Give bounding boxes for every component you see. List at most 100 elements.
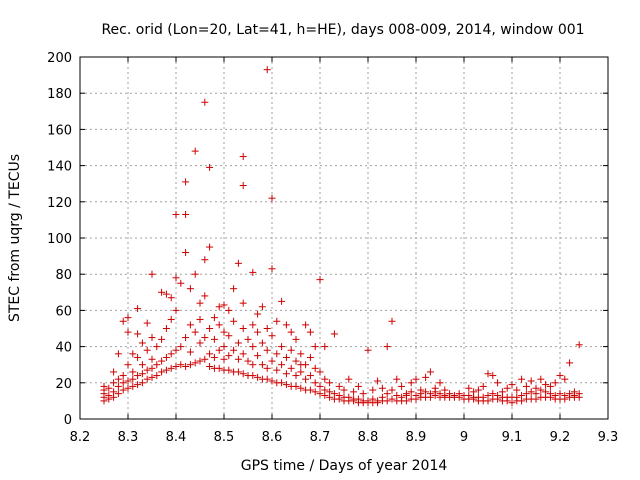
data-point [249,343,257,351]
data-point [407,379,415,387]
data-point [258,303,266,311]
data-point [326,379,334,387]
data-point [234,368,242,376]
data-point [556,372,564,380]
data-point [316,368,324,376]
x-tick-label: 8.7 [310,430,331,445]
data-point [546,382,554,390]
data-point [311,343,319,351]
data-point [287,328,295,336]
data-point [422,388,430,396]
data-point [230,346,238,354]
data-point [134,372,142,380]
data-point [268,194,276,202]
data-point [321,375,329,383]
data-point [297,368,305,376]
data-point [206,325,214,332]
x-tick-label: 8.6 [262,430,283,445]
data-point [220,328,228,336]
data-point [263,66,271,74]
data-point [354,395,362,403]
data-point [206,363,214,371]
data-point [129,382,137,390]
data-point [513,386,521,394]
y-tick-label: 0 [64,413,72,428]
data-point [522,390,530,398]
data-point [388,317,396,325]
data-point [268,332,276,340]
data-point [575,341,583,349]
data-point [306,353,314,361]
x-tick-label: 9.2 [550,430,571,445]
data-point [215,346,223,354]
data-point [546,390,554,398]
data-point [426,368,434,376]
data-point [273,350,281,358]
data-point [134,353,142,361]
data-point [182,178,190,186]
data-point [239,370,247,378]
data-point [292,382,300,390]
data-point [239,325,247,332]
data-point [297,350,305,358]
data-point [302,375,310,383]
data-point [263,325,271,332]
data-point [398,393,406,401]
data-point [167,315,175,323]
data-point [143,366,151,374]
data-point [450,391,458,399]
x-tick-label: 9.1 [502,430,523,445]
y-tick-label: 180 [47,87,72,102]
data-point [484,391,492,399]
data-point [383,397,391,405]
data-point [162,290,170,298]
grid [80,57,608,419]
data-point [220,301,228,309]
data-point [114,390,122,398]
x-tick-label: 8.2 [70,430,91,445]
data-point [479,393,487,401]
data-point [215,303,223,311]
data-point [292,335,300,343]
data-point [244,357,252,365]
data-point [172,346,180,354]
data-point [134,305,142,313]
data-point [114,350,122,358]
data-point [124,314,132,322]
x-tick-label: 9.3 [598,430,619,445]
data-point [388,395,396,403]
data-point [158,357,166,365]
data-point [335,382,343,390]
data-point [162,325,170,332]
data-point [446,390,454,398]
data-point [167,350,175,358]
data-point [196,315,204,323]
data-point [114,382,122,390]
data-point [287,364,295,372]
data-point [191,147,199,155]
data-point [374,377,382,385]
data-point [196,357,204,365]
data-point [474,386,482,394]
data-point [513,393,521,401]
data-point [254,373,262,381]
data-point [364,397,372,405]
data-point [239,153,247,161]
data-point [537,386,545,394]
data-point [282,321,290,329]
data-point [162,366,170,374]
data-point [215,364,223,372]
data-point [129,368,137,376]
data-point [268,377,276,385]
data-point [388,386,396,394]
data-point [527,388,535,396]
data-point [369,395,377,403]
data-point [114,375,122,383]
data-point [282,353,290,361]
data-point [177,343,185,351]
data-point [210,335,218,343]
data-point [191,328,199,336]
data-point [254,352,262,360]
